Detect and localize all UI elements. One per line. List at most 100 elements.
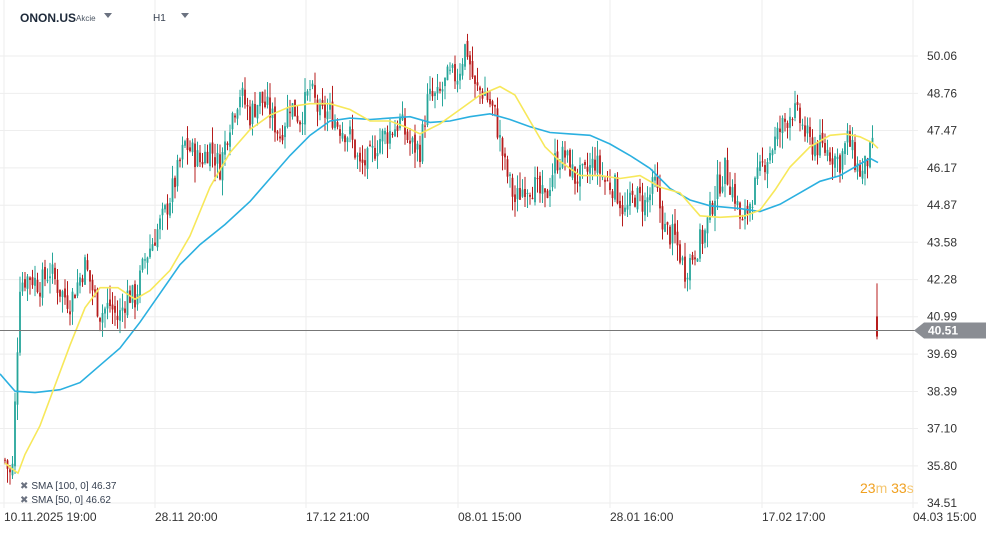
remove-indicator-icon[interactable]: ✖ — [20, 495, 29, 506]
candle — [129, 285, 131, 304]
symbol-name[interactable]: ONON.US — [20, 11, 77, 25]
candle — [279, 128, 281, 143]
candle — [214, 143, 216, 182]
indicator-value: 46.62 — [85, 495, 111, 506]
y-tick-label: 46.17 — [927, 161, 957, 175]
candle — [461, 58, 464, 80]
candle — [119, 298, 121, 334]
candle — [179, 157, 181, 168]
candle — [24, 272, 26, 292]
candle — [71, 288, 74, 325]
candle — [616, 172, 619, 205]
candle — [26, 273, 29, 302]
candle — [371, 135, 374, 163]
candle — [384, 127, 386, 145]
candle — [351, 114, 354, 149]
candle — [256, 104, 259, 126]
candle — [451, 63, 454, 73]
x-tick-label: 17.02 17:00 — [762, 510, 826, 524]
candle — [389, 118, 391, 150]
x-tick-label: 17.12 21:00 — [306, 510, 370, 524]
candle — [711, 200, 714, 218]
candle — [854, 134, 856, 173]
candle — [846, 123, 849, 156]
y-tick-label: 44.87 — [927, 198, 957, 212]
y-tick-label: 38.39 — [927, 384, 957, 398]
candle — [674, 208, 676, 244]
candle — [236, 107, 239, 126]
candle — [104, 306, 106, 328]
y-axis: 50.06 48.76 47.47 46.17 44.87 43.58 42.28 40.99… — [927, 49, 957, 510]
candle — [116, 300, 119, 329]
candle — [736, 195, 739, 210]
candle — [426, 83, 429, 128]
candle — [304, 78, 306, 136]
candle — [449, 62, 451, 75]
candle — [361, 145, 364, 175]
candle — [491, 99, 494, 116]
candle — [629, 181, 631, 215]
candle — [701, 225, 704, 255]
candle — [636, 186, 639, 213]
candle — [529, 192, 531, 205]
candle — [206, 144, 209, 164]
candle — [809, 117, 811, 145]
candle — [266, 81, 269, 109]
timeframe-selector[interactable]: H1 — [153, 13, 166, 24]
candle — [339, 124, 341, 144]
candle — [424, 115, 426, 138]
candle — [789, 107, 791, 141]
candle — [259, 91, 261, 115]
candle — [251, 100, 254, 136]
candle — [284, 122, 286, 149]
legend-sma50: ✖ SMA [50, 0] 46.62 — [4, 494, 111, 508]
candle — [594, 147, 596, 175]
candle — [19, 276, 21, 356]
candle — [556, 139, 559, 174]
x-tick-label: 28.11 20:00 — [155, 510, 218, 524]
candle — [151, 237, 154, 252]
candle — [639, 178, 641, 202]
candle — [54, 262, 56, 285]
candle — [749, 202, 751, 222]
candle — [419, 135, 421, 168]
y-tick-label: 40.99 — [927, 310, 957, 324]
candle — [769, 146, 771, 164]
candle — [316, 94, 319, 127]
candle — [866, 157, 869, 179]
symbol-dropdown-icon[interactable] — [104, 13, 112, 18]
chart-grid — [0, 0, 918, 508]
last-candle — [876, 283, 878, 340]
candle — [726, 147, 729, 186]
candle — [524, 176, 526, 208]
candle — [764, 159, 766, 181]
candle — [609, 169, 611, 195]
candle — [429, 76, 431, 101]
candle — [756, 152, 759, 186]
candle — [369, 140, 371, 147]
y-tick-label: 39.69 — [927, 347, 957, 361]
candle — [714, 186, 716, 232]
candle — [9, 464, 11, 485]
candle — [804, 116, 806, 142]
candle — [84, 254, 86, 285]
candle — [399, 113, 401, 131]
candle — [514, 185, 516, 217]
candle — [174, 175, 176, 199]
candle — [544, 188, 546, 208]
candle — [651, 169, 654, 206]
sma50-line — [4, 85, 879, 475]
candle — [676, 220, 679, 261]
candle — [386, 125, 389, 158]
candle — [59, 289, 61, 303]
candle — [66, 281, 69, 314]
candle — [11, 455, 14, 479]
remove-indicator-icon[interactable]: ✖ — [20, 481, 29, 492]
candle — [274, 97, 276, 142]
candle — [546, 188, 549, 199]
candle — [111, 292, 114, 324]
timeframe-dropdown-icon[interactable] — [181, 13, 189, 18]
candle — [819, 119, 821, 158]
countdown-seconds-unit: s — [906, 480, 914, 496]
